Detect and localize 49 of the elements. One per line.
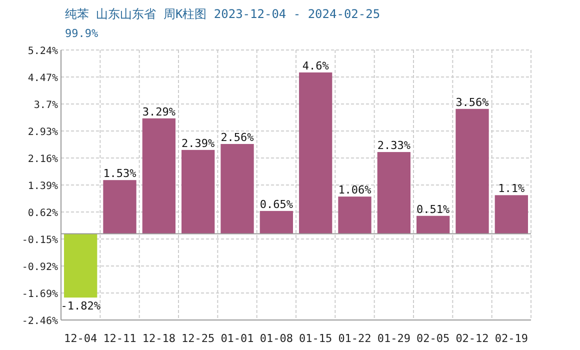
x-tick-label: 01-08: [260, 332, 293, 345]
x-tick-label: 01-22: [338, 332, 372, 345]
y-tick-label: 5.24%: [28, 46, 58, 57]
data-label: 2.33%: [377, 139, 411, 152]
x-tick-label: 02-05: [416, 332, 450, 345]
y-tick-label: 0.62%: [28, 208, 58, 219]
y-tick-label: 1.39%: [28, 181, 58, 192]
x-tick-label: 01-01: [220, 332, 254, 345]
y-tick-label: -2.46%: [22, 316, 58, 327]
data-label: 3.56%: [456, 96, 490, 109]
y-tick-label: -1.69%: [22, 289, 58, 300]
bar: [103, 180, 136, 234]
x-tick-label: 02-19: [494, 332, 528, 345]
x-tick-label: 12-25: [182, 332, 215, 345]
data-label: -1.82%: [60, 300, 101, 313]
x-tick-label: 12-11: [103, 332, 136, 345]
data-label: 3.29%: [142, 105, 176, 118]
x-tick-label: 12-18: [142, 332, 176, 345]
bar: [494, 195, 528, 234]
data-label: 2.56%: [220, 130, 254, 144]
bar: [182, 150, 215, 234]
x-tick-label: 01-29: [377, 332, 410, 345]
bar: [64, 234, 98, 298]
x-tick-label: 12-04: [64, 332, 98, 345]
y-tick-label: 3.7%: [34, 100, 58, 111]
bar: [142, 118, 176, 234]
bar: [220, 144, 254, 234]
data-label: 1.1%: [498, 182, 526, 196]
bar: [456, 108, 489, 234]
y-tick-label: -0.92%: [22, 262, 58, 273]
data-label: 4.6%: [302, 59, 330, 72]
bar: [260, 210, 293, 234]
bar: [299, 72, 332, 234]
chart-title: 纯苯 山东山东省 周K柱图 2023-12-04 - 2024-02-25: [65, 7, 380, 21]
data-label: 1.53%: [103, 167, 137, 180]
y-tick-label: -0.15%: [22, 235, 58, 246]
bar: [416, 216, 450, 234]
bar: [338, 196, 372, 234]
y-tick-label: 2.93%: [28, 127, 58, 138]
chart-subtitle: 99.9%: [65, 27, 98, 40]
data-label: 2.39%: [182, 136, 216, 150]
y-tick-label: 4.47%: [28, 73, 58, 84]
data-label: 0.51%: [416, 202, 450, 216]
data-label: 0.65%: [260, 198, 294, 211]
x-tick-label: 02-12: [456, 332, 489, 345]
bar: [377, 152, 410, 234]
data-label: 1.06%: [338, 184, 372, 197]
y-tick-label: 2.16%: [28, 154, 58, 165]
x-tick-label: 01-15: [299, 332, 332, 345]
